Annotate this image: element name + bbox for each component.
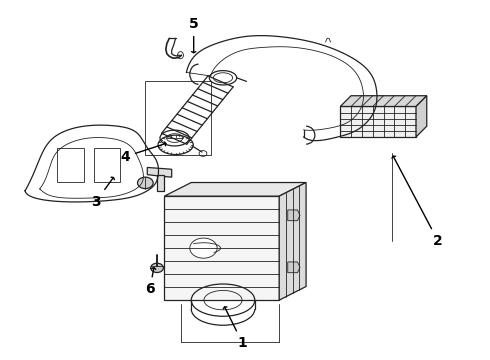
Circle shape	[138, 177, 153, 189]
Polygon shape	[340, 96, 427, 107]
Polygon shape	[416, 96, 427, 137]
Text: 4: 4	[121, 142, 166, 164]
Polygon shape	[164, 183, 306, 196]
Polygon shape	[147, 167, 172, 177]
Text: 3: 3	[91, 177, 115, 208]
Text: 6: 6	[145, 268, 156, 296]
Polygon shape	[279, 183, 306, 300]
Polygon shape	[340, 107, 416, 137]
Polygon shape	[288, 210, 300, 221]
Polygon shape	[157, 175, 164, 191]
Circle shape	[190, 238, 217, 258]
Text: 5: 5	[189, 17, 198, 53]
Text: 2: 2	[392, 156, 443, 248]
Polygon shape	[164, 196, 279, 300]
Polygon shape	[288, 262, 300, 273]
Circle shape	[151, 263, 163, 273]
Text: 1: 1	[223, 307, 247, 350]
